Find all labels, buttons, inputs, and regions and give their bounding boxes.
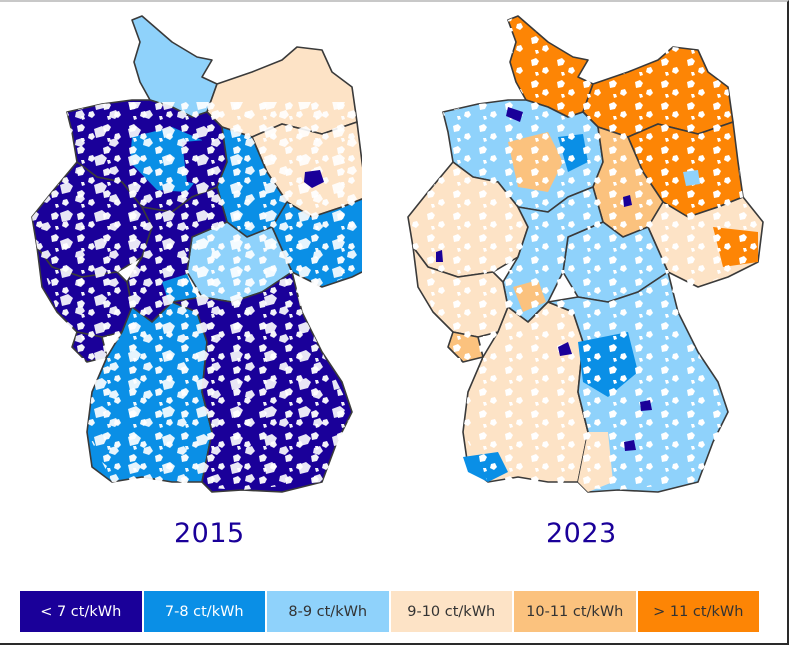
- legend-label: 10-11 ct/kWh: [526, 603, 624, 620]
- legend: < 7 ct/kWh 7-8 ct/kWh 8-9 ct/kWh 9-10 ct…: [20, 591, 759, 632]
- legend-item-10-11: 10-11 ct/kWh: [514, 591, 636, 632]
- legend-label: 9-10 ct/kWh: [407, 603, 496, 620]
- legend-item-7-8: 7-8 ct/kWh: [143, 591, 265, 632]
- legend-item-9-10: 9-10 ct/kWh: [390, 591, 512, 632]
- legend-item-over-11: > 11 ct/kWh: [637, 591, 759, 632]
- map-2023: [407, 15, 764, 493]
- year-label-2015: 2015: [174, 518, 245, 549]
- legend-label: < 7 ct/kWh: [40, 603, 122, 620]
- legend-item-under-7: < 7 ct/kWh: [20, 591, 142, 632]
- legend-label: 8-9 ct/kWh: [288, 603, 368, 620]
- map-2015: [31, 15, 362, 493]
- legend-item-8-9: 8-9 ct/kWh: [267, 591, 389, 632]
- legend-label: > 11 ct/kWh: [653, 603, 744, 620]
- legend-label: 7-8 ct/kWh: [164, 603, 244, 620]
- year-label-2023: 2023: [546, 518, 617, 549]
